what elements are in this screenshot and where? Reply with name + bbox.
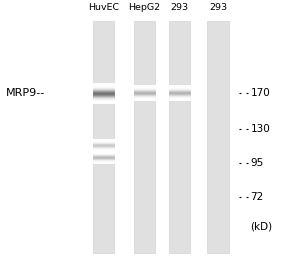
Text: MRP9--: MRP9-- (6, 88, 45, 98)
Text: (kD): (kD) (250, 222, 273, 232)
Bar (93, 21, 114, 253)
Text: HuvEC: HuvEC (88, 3, 119, 12)
Text: 95: 95 (250, 158, 264, 168)
Bar (169, 21, 190, 253)
Bar (207, 21, 229, 253)
Bar (134, 21, 155, 253)
Text: 293: 293 (171, 3, 189, 12)
Text: 130: 130 (250, 124, 270, 134)
Text: 170: 170 (250, 88, 270, 98)
Text: HepG2: HepG2 (128, 3, 160, 12)
Text: 293: 293 (209, 3, 227, 12)
Text: 72: 72 (250, 191, 264, 201)
